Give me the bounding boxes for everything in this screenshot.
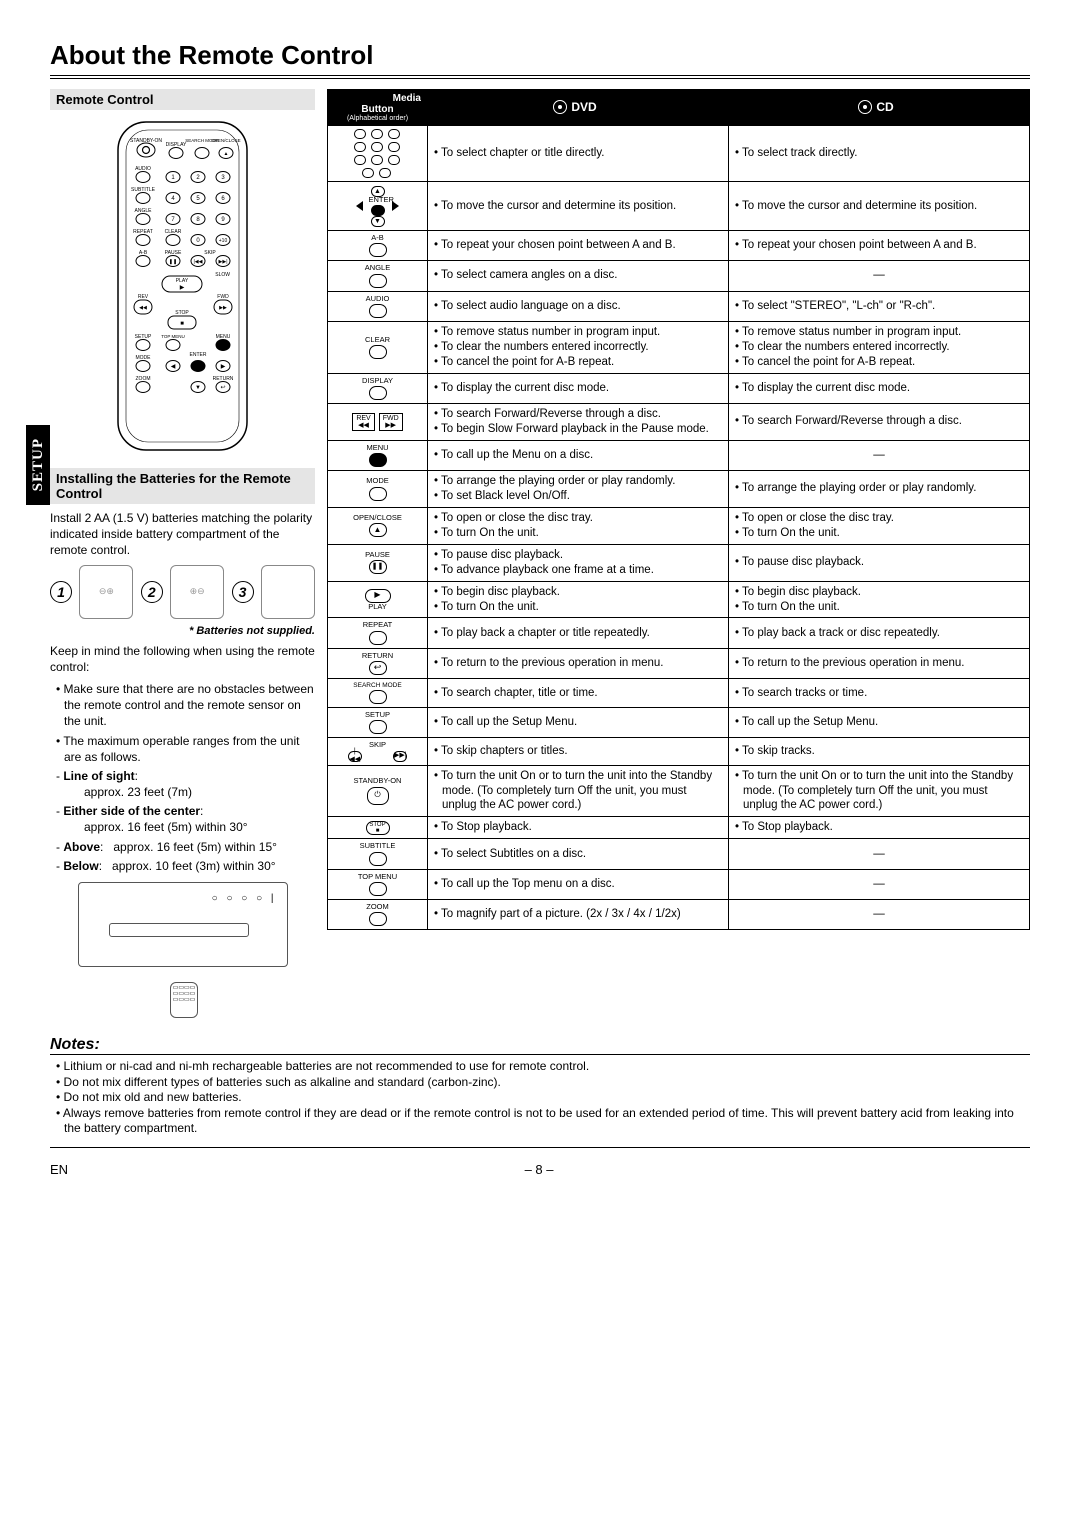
- table-header-row: Media Button(Alphabetical order) DVD CD: [328, 90, 1030, 126]
- row-arrows: ▲ ENTER ▼ • To move the cursor and deter…: [328, 182, 1030, 231]
- row-mode: MODE • To arrange the playing order or p…: [328, 470, 1030, 507]
- cd-disc-icon: [858, 100, 872, 114]
- note-2: Do not mix different types of batteries …: [56, 1075, 1030, 1091]
- svg-text:↩: ↩: [220, 385, 225, 391]
- notes-heading: Notes:: [50, 1036, 1030, 1055]
- svg-text:+10: +10: [219, 238, 228, 244]
- footer: EN – 8 –: [50, 1162, 1030, 1177]
- row-openclose: OPEN/CLOSE▲ • To open or close the disc …: [328, 507, 1030, 544]
- svg-text:|◀◀: |◀◀: [194, 259, 203, 265]
- row-audio: AUDIO • To select audio language on a di…: [328, 291, 1030, 321]
- svg-text:▶▶|: ▶▶|: [219, 259, 228, 265]
- svg-text:▲: ▲: [224, 151, 229, 157]
- row-topmenu: TOP MENU • To call up the Top menu on a …: [328, 869, 1030, 899]
- page-title: About the Remote Control: [50, 40, 1030, 79]
- row-ab: A-B • To repeat your chosen point betwee…: [328, 231, 1030, 261]
- row-stop: STOP■ • To Stop playback. • To Stop play…: [328, 817, 1030, 839]
- svg-text:FWD: FWD: [217, 294, 229, 300]
- page: SETUP About the Remote Control Remote Co…: [0, 0, 1080, 1207]
- svg-text:▶: ▶: [221, 364, 226, 370]
- svg-text:▼: ▼: [195, 385, 201, 391]
- remote-illustration: STANDBY-ON DISPLAY SEARCH MODE OPEN/CLOS…: [110, 116, 255, 456]
- col-dvd: DVD: [428, 90, 729, 126]
- step-2: 2: [141, 581, 163, 603]
- row-subtitle: SUBTITLE • To select Subtitles on a disc…: [328, 839, 1030, 869]
- row-zoom: ZOOM • To magnify part of a picture. (2x…: [328, 899, 1030, 929]
- mini-remote-icon: ▭▭▭▭▭▭▭▭▭▭▭▭: [170, 982, 198, 1018]
- row-play: ▶PLAY • To begin disc playback.• To turn…: [328, 581, 1030, 618]
- svg-text:SKIP: SKIP: [204, 250, 216, 256]
- note-4: Always remove batteries from remote cont…: [56, 1106, 1030, 1137]
- row-search: SEARCH MODE • To search chapter, title o…: [328, 678, 1030, 707]
- section-remote-control: Remote Control: [50, 89, 315, 110]
- svg-text:■: ■: [180, 321, 184, 327]
- right-column: Media Button(Alphabetical order) DVD CD: [327, 89, 1030, 1022]
- notes-section: Notes: Lithium or ni-cad and ni-mh recha…: [50, 1036, 1030, 1137]
- svg-text:ENTER: ENTER: [190, 352, 207, 358]
- range-line-of-sight: Line of sight: approx. 23 feet (7m): [56, 768, 315, 800]
- keep-in-mind: Keep in mind the following when using th…: [50, 643, 315, 675]
- function-table: Media Button(Alphabetical order) DVD CD: [327, 89, 1030, 930]
- step-3: 3: [232, 581, 254, 603]
- svg-text:▶▶: ▶▶: [219, 305, 227, 311]
- col-cd: CD: [729, 90, 1030, 126]
- row-numbers: • To select chapter or title directly. •…: [328, 126, 1030, 182]
- install-paragraph: Install 2 AA (1.5 V) batteries matching …: [50, 510, 315, 559]
- svg-text:PLAY: PLAY: [176, 278, 189, 284]
- usage-bullets: Make sure that there are no obstacles be…: [50, 681, 315, 874]
- row-return: RETURN↩ • To return to the previous oper…: [328, 648, 1030, 678]
- side-tab-setup: SETUP: [26, 425, 50, 505]
- row-clear: CLEAR • To remove status number in progr…: [328, 321, 1030, 373]
- bottom-rule: [50, 1147, 1030, 1148]
- left-column: Remote Control STANDBY-ON DISPLAY SEARCH…: [50, 89, 315, 1022]
- battery-illus-1: ⊖⊕: [79, 565, 133, 619]
- step-1: 1: [50, 581, 72, 603]
- device-diagram: ○ ○ ○ ○ |: [78, 882, 288, 967]
- svg-text:◀: ◀: [171, 364, 176, 370]
- svg-text:TOP MENU: TOP MENU: [161, 334, 185, 339]
- row-angle: ANGLE • To select camera angles on a dis…: [328, 261, 1030, 291]
- dvd-disc-icon: [553, 100, 567, 114]
- note-1: Lithium or ni-cad and ni-mh rechargeable…: [56, 1059, 1030, 1075]
- battery-steps: 1 ⊖⊕ 2 ⊕⊖ 3: [50, 565, 315, 619]
- row-standby: STANDBY-ON⏻ • To turn the unit On or to …: [328, 765, 1030, 817]
- device-diagram-wrap: ○ ○ ○ ○ | ▭▭▭▭▭▭▭▭▭▭▭▭: [50, 882, 315, 1022]
- content: Remote Control STANDBY-ON DISPLAY SEARCH…: [50, 89, 1030, 1022]
- svg-text:OPEN/CLOSE: OPEN/CLOSE: [211, 138, 240, 143]
- section-installing-batteries: Installing the Batteries for the Remote …: [50, 468, 315, 504]
- svg-text:SLOW: SLOW: [215, 272, 230, 278]
- svg-text:STOP: STOP: [175, 310, 189, 316]
- svg-text:▶: ▶: [180, 285, 185, 291]
- battery-illus-2: ⊕⊖: [170, 565, 224, 619]
- row-skip: SKIP |◀◀▶▶| • To skip chapters or titles…: [328, 738, 1030, 765]
- btn-arrows-enter: ▲ ENTER ▼: [328, 182, 428, 231]
- footer-lang: EN: [50, 1162, 68, 1177]
- row-rev-fwd: REV◀◀ FWD▶▶ • To search Forward/Reverse …: [328, 403, 1030, 440]
- col-button: Media Button(Alphabetical order): [328, 90, 428, 126]
- btn-numbers: [328, 126, 428, 182]
- row-repeat: REPEAT • To play back a chapter or title…: [328, 618, 1030, 648]
- note-3: Do not mix old and new batteries.: [56, 1090, 1030, 1106]
- svg-text:◀◀: ◀◀: [139, 305, 147, 311]
- bullet-obstacles: Make sure that there are no obstacles be…: [56, 681, 315, 730]
- batteries-not-supplied: * Batteries not supplied.: [50, 625, 315, 637]
- range-above: Above: approx. 16 feet (5m) within 15°: [56, 839, 315, 855]
- page-number: – 8 –: [525, 1162, 554, 1177]
- row-pause: PAUSE❚❚ • To pause disc playback.• To ad…: [328, 544, 1030, 581]
- battery-illus-3: [261, 565, 315, 619]
- bullet-ranges: The maximum operable ranges from the uni…: [56, 733, 315, 765]
- row-setup: SETUP • To call up the Setup Menu. • To …: [328, 708, 1030, 738]
- range-below: Below: approx. 10 feet (3m) within 30°: [56, 858, 315, 874]
- svg-text:❚❚: ❚❚: [169, 259, 177, 265]
- row-display: DISPLAY • To display the current disc mo…: [328, 373, 1030, 403]
- range-either-side: Either side of the center: approx. 16 fe…: [56, 803, 315, 835]
- svg-text:REV: REV: [138, 294, 149, 300]
- row-menu: MENU • To call up the Menu on a disc. —: [328, 440, 1030, 470]
